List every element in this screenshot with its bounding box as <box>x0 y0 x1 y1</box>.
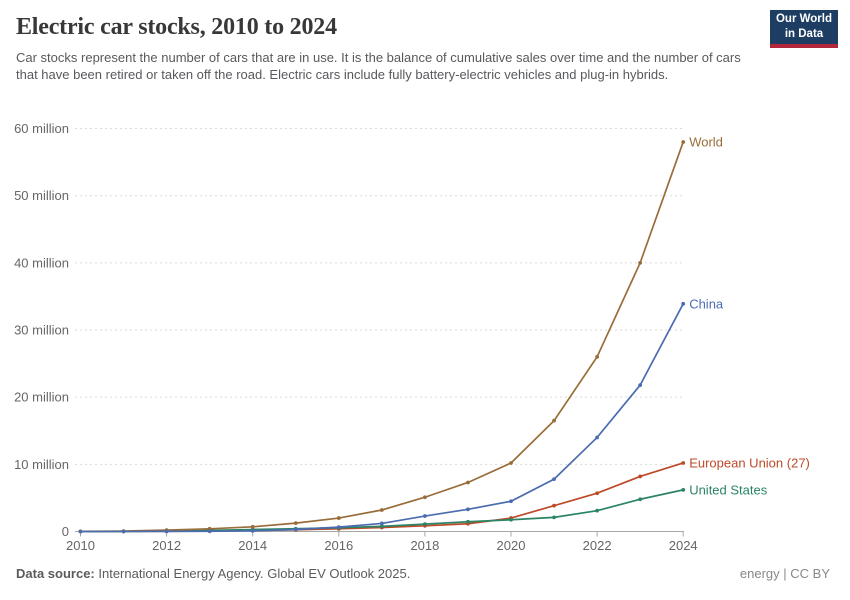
series-point-world[interactable] <box>423 495 427 500</box>
series-label-china[interactable]: China <box>689 296 724 311</box>
owid-logo-line2: in Data <box>784 28 824 40</box>
x-tick-label: 2016 <box>324 538 353 553</box>
page-title: Electric car stocks, 2010 to 2024 <box>16 14 337 40</box>
series-point-china[interactable] <box>207 529 212 534</box>
series-point-european-union[interactable] <box>638 474 643 479</box>
x-tick-label: 2010 <box>66 538 95 553</box>
chart-header: Electric car stocks, 2010 to 2024 Car st… <box>16 14 834 83</box>
series-point-china[interactable] <box>552 477 556 482</box>
series-point-world[interactable] <box>638 260 643 265</box>
series-point-european-union[interactable] <box>595 491 599 496</box>
series-point-world[interactable] <box>250 524 255 529</box>
series-point-united-states[interactable] <box>509 517 513 522</box>
line-chart[interactable]: 0 10 million 20 million 30 million 40 millio… <box>0 112 850 564</box>
owid-logo-line1: Our World <box>775 13 832 26</box>
series-point-european-union[interactable] <box>552 503 556 508</box>
series-point-china[interactable] <box>164 529 169 534</box>
series-point-united-states[interactable] <box>638 497 643 502</box>
series-line-world[interactable] <box>80 141 685 533</box>
series-label-united-states[interactable]: United States <box>689 482 768 497</box>
series-point-china[interactable] <box>638 383 643 387</box>
series-point-world[interactable] <box>379 508 384 512</box>
x-tick-label: 2014 <box>238 538 267 553</box>
x-tick-label: 2024 <box>669 538 698 553</box>
series-point-china[interactable] <box>681 301 686 306</box>
license-note[interactable]: energy | CC BY <box>739 566 830 581</box>
series-point-world[interactable] <box>466 480 470 485</box>
series-point-united-states[interactable] <box>379 524 384 529</box>
series-point-china[interactable] <box>379 521 384 526</box>
data-source-label: Data source: <box>16 566 95 581</box>
y-tick-label: 60 million <box>14 121 69 136</box>
series-label-world[interactable]: World <box>689 134 723 149</box>
series-point-world[interactable] <box>552 418 556 423</box>
series-point-united-states[interactable] <box>595 508 599 513</box>
y-tick-label: 20 million <box>14 390 69 405</box>
y-tick-label: 40 million <box>14 255 69 270</box>
y-tick-label: 0 <box>62 524 69 539</box>
series-point-china[interactable] <box>121 529 126 534</box>
series-point-world[interactable] <box>595 354 599 359</box>
y-tick-label: 50 million <box>14 188 69 203</box>
data-source-text: International Energy Agency. Global EV O… <box>94 566 411 581</box>
x-tick-label: 2020 <box>497 538 526 553</box>
series-point-world[interactable] <box>509 461 513 465</box>
owid-logo[interactable]: Our World in Data <box>770 10 838 48</box>
series-point-united-states[interactable] <box>681 487 686 492</box>
series-point-china[interactable] <box>78 529 83 534</box>
y-tick-label: 10 million <box>14 457 69 472</box>
series-point-china[interactable] <box>423 514 427 518</box>
series-point-united-states[interactable] <box>552 515 556 520</box>
series-point-china[interactable] <box>336 525 341 530</box>
data-source: Data source: International Energy Agency… <box>16 566 410 581</box>
series-point-china[interactable] <box>293 527 298 532</box>
series-point-china[interactable] <box>595 435 599 440</box>
series-point-china[interactable] <box>466 507 470 512</box>
series-point-united-states[interactable] <box>423 522 427 527</box>
series-line-china[interactable] <box>80 303 684 533</box>
y-tick-label: 30 million <box>14 323 69 338</box>
series-line-european-union[interactable] <box>80 462 684 533</box>
series-point-world[interactable] <box>293 521 298 526</box>
x-tick-label: 2022 <box>583 538 612 553</box>
series-point-china[interactable] <box>509 499 513 504</box>
chart-footer: Data source: International Energy Agency… <box>0 566 850 581</box>
chart-subtitle: Car stocks represent the number of cars … <box>16 50 741 82</box>
series-point-world[interactable] <box>336 516 341 520</box>
series-label-european-union[interactable]: European Union (27) <box>689 455 810 470</box>
series-point-european-union[interactable] <box>681 461 686 465</box>
series-point-united-states[interactable] <box>466 519 470 524</box>
series-point-china[interactable] <box>250 528 255 533</box>
series-point-world[interactable] <box>681 140 686 144</box>
x-tick-label: 2012 <box>152 538 181 553</box>
x-tick-label: 2018 <box>410 538 439 553</box>
